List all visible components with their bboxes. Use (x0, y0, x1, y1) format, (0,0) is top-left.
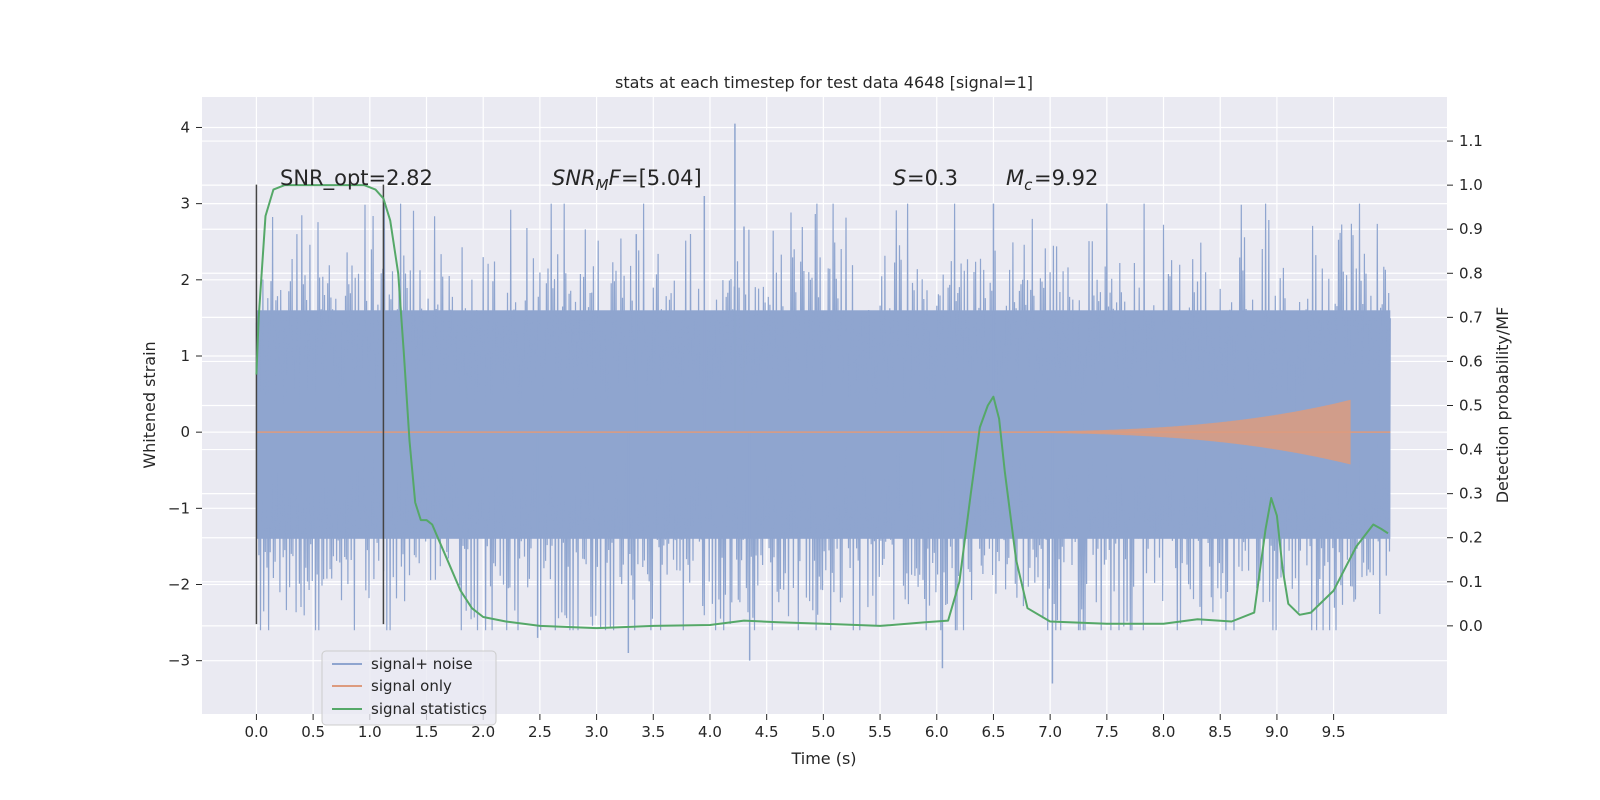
legend-label-signal-statistics: signal statistics (371, 700, 487, 718)
y-tick-label: −2 (168, 576, 190, 594)
y2-axis-ticks: 0.0 0.1 0.2 0.3 0.4 0.5 0.6 0.7 0.8 0.9 1.0 1.1 (1447, 132, 1483, 635)
y2-tick-label: 0.6 (1459, 352, 1483, 370)
x-tick-label: 2.0 (471, 723, 495, 741)
y2-tick-label: 0.1 (1459, 573, 1483, 591)
x-tick-label: 0.0 (244, 723, 268, 741)
y-tick-label: −3 (168, 652, 190, 670)
x-tick-label: 8.5 (1208, 723, 1232, 741)
x-tick-label: 4.0 (698, 723, 722, 741)
x-tick-label: 2.5 (528, 723, 552, 741)
y-axis-label: Whitened strain (140, 341, 159, 468)
y-tick-label: 4 (180, 118, 190, 136)
annotation-mc: Mc =9.92 (1006, 166, 1098, 194)
annotation-s: S =0.3 (893, 166, 958, 190)
y2-tick-label: 0.8 (1459, 264, 1483, 282)
y2-axis-label: Detection probability/MF (1493, 307, 1512, 504)
x-tick-label: 1.5 (415, 723, 439, 741)
y-tick-label: 3 (180, 195, 190, 213)
statistics-line (255, 184, 1389, 630)
x-axis-ticks: 0.0 0.5 1.0 1.5 2.0 2.5 3.0 3.5 4.0 4.5 5.0 5.5 6.0 6… (244, 714, 1346, 741)
x-tick-label: 7.0 (1038, 723, 1062, 741)
series-signal-only (256, 399, 1391, 465)
x-tick-label: 5.5 (868, 723, 892, 741)
legend-label-signal-noise: signal+ noise (371, 655, 473, 673)
legend: signal+ noise signal only signal statist… (321, 650, 497, 726)
annotation-snr-mf-value: =[5.04] (621, 166, 702, 190)
x-tick-label: 8.0 (1152, 723, 1176, 741)
x-tick-label: 6.5 (982, 723, 1006, 741)
y2-tick-label: 1.0 (1459, 176, 1483, 194)
x-tick-label: 0.5 (301, 723, 325, 741)
x-tick-label: 4.5 (755, 723, 779, 741)
y2-tick-label: 0.9 (1459, 220, 1483, 238)
x-tick-label: 3.5 (641, 723, 665, 741)
y-tick-label: 2 (180, 271, 190, 289)
y2-tick-label: 0.0 (1459, 617, 1483, 635)
x-tick-label: 9.0 (1265, 723, 1289, 741)
y2-tick-label: 0.3 (1459, 485, 1483, 503)
x-tick-label: 9.5 (1322, 723, 1346, 741)
y-tick-label: −1 (168, 499, 190, 517)
x-tick-label: 6.0 (925, 723, 949, 741)
y-tick-label: 1 (180, 347, 190, 365)
y2-tick-label: 0.5 (1459, 397, 1483, 415)
y2-tick-label: 0.4 (1459, 441, 1483, 459)
annotation-s-value: =0.3 (907, 166, 958, 190)
annotation-s-symbol: S (893, 166, 906, 190)
series-signal-statistics (255, 184, 1389, 630)
x-tick-label: 3.0 (585, 723, 609, 741)
noise-trace (255, 203, 1391, 631)
y2-tick-label: 0.2 (1459, 529, 1483, 547)
legend-label-signal-only: signal only (371, 677, 452, 695)
legend-box (321, 650, 497, 726)
x-axis-label: Time (s) (790, 749, 856, 768)
y-tick-label: 0 (180, 423, 190, 441)
annotation-snr-mf: SNRMF =[5.04] (552, 166, 702, 194)
y2-tick-label: 0.7 (1459, 308, 1483, 326)
vertical-markers (255, 184, 385, 625)
x-tick-label: 1.0 (358, 723, 382, 741)
annotation-mc-value: =9.92 (1034, 166, 1098, 190)
x-tick-label: 5.0 (811, 723, 835, 741)
annotation-snr-opt: SNR_opt=2.82 (280, 166, 433, 191)
x-tick-label: 7.5 (1095, 723, 1119, 741)
y-axis-ticks: −3 −2 −1 0 1 2 3 4 (168, 118, 202, 670)
chart-title: stats at each timestep for test data 464… (615, 73, 1033, 92)
annotation-snr-mf-symbol: SNRMF (552, 166, 622, 194)
y2-tick-label: 1.1 (1459, 132, 1483, 150)
